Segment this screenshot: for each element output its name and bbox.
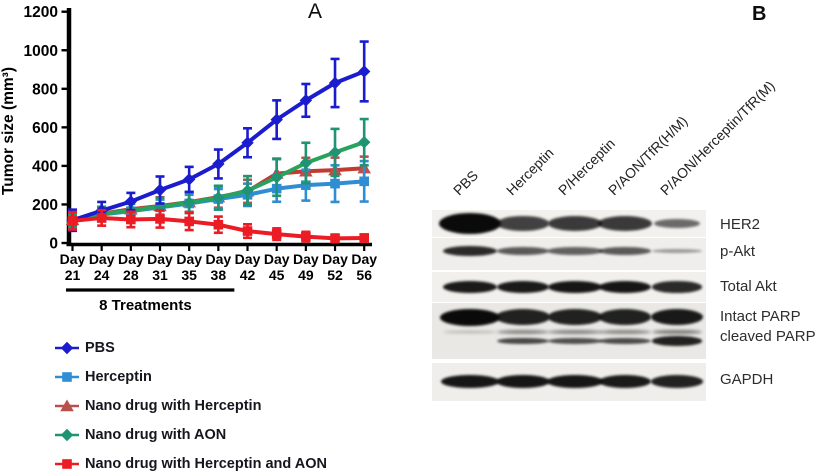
y-tick-label: 800 xyxy=(32,81,58,98)
band-parp-faint-band-lane-1 xyxy=(443,330,497,334)
legend-label: Nano drug with Herceptin xyxy=(85,398,262,414)
band-gapdh-lane-4 xyxy=(599,374,651,389)
band-label-gapdh: GAPDH xyxy=(720,371,774,388)
band-total-akt-lane-3 xyxy=(548,280,602,294)
band-parp-faint-band-lane-3 xyxy=(548,329,602,334)
lane-label-pbs: PBS xyxy=(449,167,482,199)
x-tick-label-number: 35 xyxy=(181,267,197,283)
legend-label: Herceptin xyxy=(85,369,152,385)
panel-b-western-blot: B PBS Herceptin P/Herceptin P/AON/TfR(H/M) P… xyxy=(430,0,825,476)
x-tick-label-number: 42 xyxy=(240,267,256,283)
x-tick-label-number: 38 xyxy=(211,267,227,283)
band-gapdh-lane-5 xyxy=(651,375,703,388)
diamond-marker-icon xyxy=(55,341,79,355)
triangle-marker-icon xyxy=(55,399,79,412)
series-nano-drug-with-herceptin-and-aon xyxy=(67,208,369,244)
legend-item-herceptin: Herceptin xyxy=(54,369,327,385)
band-gapdh-lane-1 xyxy=(441,374,499,389)
band-cleaved-parp-lane-2 xyxy=(497,337,549,345)
band-intact-parp-lane-1 xyxy=(440,308,500,326)
y-tick-label: 200 xyxy=(32,197,58,214)
x-tick-label-number: 52 xyxy=(327,267,343,283)
square-marker-icon xyxy=(55,372,79,382)
band-p-akt-lane-5 xyxy=(652,249,702,253)
band-label-p-akt: p-Akt xyxy=(720,243,756,260)
tumor-size-line-chart: Tumor size (mm³) 0 200 400 600 800 1000 1200 Day… xyxy=(0,4,377,314)
legend-item-nano-drug-with-aon: Nano drug with AON xyxy=(54,427,327,443)
x-tick-label-word: Day xyxy=(206,251,232,267)
x-tick-label-word: Day xyxy=(264,251,290,267)
band-her2-lane-5 xyxy=(654,218,700,229)
band-total-akt-lane-5 xyxy=(652,281,702,293)
x-tick-label-word: Day xyxy=(322,251,348,267)
legend-label: Nano drug with Herceptin and AON xyxy=(85,456,327,472)
band-her2-lane-2 xyxy=(497,216,549,231)
x-tick-label-word: Day xyxy=(293,251,319,267)
legend-item-nano-drug-with-herceptin-and-aon: Nano drug with Herceptin and AON xyxy=(54,456,327,472)
x-tick-label-number: 45 xyxy=(269,267,285,283)
band-label-intact-parp: Intact PARP xyxy=(720,308,801,325)
band-label-total-akt: Total Akt xyxy=(720,278,777,295)
chart-legend: PBS Herceptin Nano drug with Herceptin Nano… xyxy=(54,340,327,472)
band-her2-lane-1 xyxy=(439,213,501,234)
legend-item-pbs: PBS xyxy=(54,340,327,356)
band-intact-parp-lane-3 xyxy=(548,309,602,325)
x-tick-label-number: 31 xyxy=(152,267,168,283)
band-p-akt-lane-3 xyxy=(548,247,602,255)
y-axis-title: Tumor size (mm³) xyxy=(0,67,17,195)
x-tick-label-number: 56 xyxy=(356,267,372,283)
band-total-akt-lane-4 xyxy=(599,280,651,294)
band-parp-faint-band-lane-5 xyxy=(652,329,702,335)
x-tick-label-word: Day xyxy=(351,251,377,267)
band-her2-lane-3 xyxy=(548,215,602,232)
x-tick-label-word: Day xyxy=(176,251,202,267)
band-gapdh-lane-2 xyxy=(496,374,550,389)
band-label-cleaved-parp: cleaved PARP xyxy=(720,328,816,345)
band-total-akt-lane-2 xyxy=(497,280,549,294)
square-marker-icon xyxy=(55,459,79,469)
band-cleaved-parp-lane-5 xyxy=(652,336,702,346)
band-p-akt-lane-2 xyxy=(497,247,549,255)
y-tick-label: 400 xyxy=(32,158,58,175)
x-tick-label-number: 49 xyxy=(298,267,314,283)
x-tick-label-number: 21 xyxy=(65,267,81,283)
band-gapdh-lane-3 xyxy=(547,374,603,389)
diamond-marker-icon xyxy=(55,428,79,442)
x-tick-label-word: Day xyxy=(235,251,261,267)
band-p-akt-lane-4 xyxy=(599,247,651,255)
y-tick-label: 0 xyxy=(49,236,58,253)
panel-a-label: A xyxy=(308,0,323,23)
x-tick-label-word: Day xyxy=(89,251,115,267)
band-p-akt-lane-1 xyxy=(443,245,497,257)
band-label-her2: HER2 xyxy=(720,216,761,233)
y-tick-label: 600 xyxy=(32,120,58,137)
x-tick-label-word: Day xyxy=(60,251,86,267)
band-cleaved-parp-lane-4 xyxy=(599,337,651,345)
y-tick-label: 1000 xyxy=(24,43,58,60)
y-tick-label: 1200 xyxy=(24,4,58,21)
x-tick-label-word: Day xyxy=(118,251,144,267)
legend-label: Nano drug with AON xyxy=(85,427,227,443)
panel-a-tumor-growth: A Tumor size (mm³) 0 200 400 600 800 1000 1200 D… xyxy=(0,0,412,476)
x-tick-label-number: 24 xyxy=(94,267,110,283)
legend-item-nano-drug-with-herceptin: Nano drug with Herceptin xyxy=(54,398,327,414)
band-parp-faint-band-lane-2 xyxy=(497,330,549,334)
western-blot: PBS Herceptin P/Herceptin P/AON/TfR(H/M) P/A… xyxy=(430,0,825,476)
band-her2-lane-4 xyxy=(598,215,652,232)
treatments-annotation: 8 Treatments xyxy=(99,297,192,314)
band-intact-parp-lane-2 xyxy=(496,309,550,325)
panel-b-label: B xyxy=(752,3,767,25)
band-total-akt-lane-1 xyxy=(443,280,497,294)
band-intact-parp-lane-5 xyxy=(651,309,703,325)
band-parp-faint-band-lane-4 xyxy=(599,330,651,334)
lane-label-herceptin: Herceptin xyxy=(502,144,557,199)
legend-label: PBS xyxy=(85,340,115,356)
x-tick-label-number: 28 xyxy=(123,267,139,283)
band-cleaved-parp-lane-3 xyxy=(548,337,602,345)
band-intact-parp-lane-4 xyxy=(599,309,651,325)
x-tick-label-word: Day xyxy=(147,251,173,267)
series-pbs xyxy=(66,40,371,233)
